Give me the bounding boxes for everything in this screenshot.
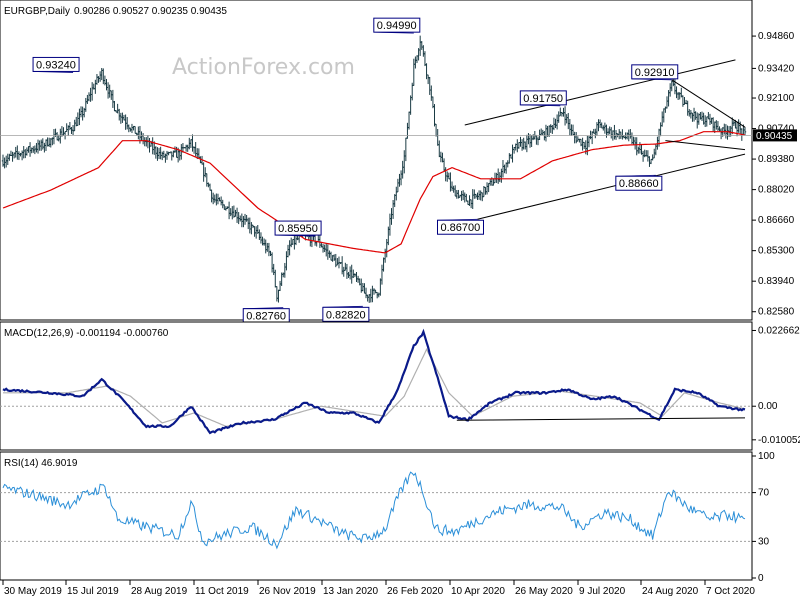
annotation-label: 0.82820 [326, 309, 366, 321]
rsi-panel: RSI(14) 46.9019 [0, 451, 753, 581]
annotation-label: 0.93240 [36, 59, 76, 71]
price-panel-title: EURGBP,Daily 0.90286 0.90527 0.90235 0.90… [4, 6, 227, 17]
price-annotation: 0.91750 [519, 90, 567, 107]
time-tick-label: 30 May 2019 [4, 586, 62, 597]
time-tick-label: 24 Aug 2020 [642, 586, 699, 597]
price-annotation: 0.86700 [436, 218, 484, 235]
rsi-title: RSI(14) 46.9019 [4, 458, 78, 469]
time-tick-label: 15 Jul 2019 [67, 586, 119, 597]
price-tick-label: 0.92100 [758, 93, 795, 104]
time-tick-label: 26 Feb 2020 [387, 586, 444, 597]
rsi-tick-label: 70 [758, 488, 770, 499]
macd-tick-label: 0.00 [758, 401, 778, 412]
time-tick-label: 26 May 2020 [515, 586, 573, 597]
annotation-label: 0.92910 [635, 67, 675, 79]
rsi-tick-label: 30 [758, 536, 770, 547]
price-annotation: 0.85950 [274, 220, 322, 237]
time-tick-label: 11 Oct 2019 [195, 586, 249, 597]
annotation-label: 0.88660 [619, 178, 659, 190]
macd-panel-frame [0, 321, 753, 451]
symbol-title: EURGBP,Daily [4, 6, 70, 17]
rsi-tick-label: 100 [758, 451, 775, 462]
price-tick-label: 0.88020 [758, 185, 795, 196]
price-tick-label: 0.93420 [758, 63, 795, 74]
macd-line [2, 328, 746, 435]
macd-tick-label: 0.022662 [758, 325, 800, 336]
moving-average-line [2, 131, 746, 254]
price-annotation: 0.82820 [322, 305, 370, 322]
annotation-label: 0.82760 [246, 311, 286, 323]
price-annotation: 0.92910 [631, 64, 679, 81]
time-tick-label: 10 Apr 2020 [451, 586, 505, 597]
price-tick-label: 0.86660 [758, 215, 795, 226]
time-tick-label: 7 Oct 2020 [706, 586, 755, 597]
macd-trend-line [456, 417, 746, 421]
rsi-line [2, 471, 746, 550]
annotation-label: 0.86700 [440, 222, 480, 234]
price-axis: 0.94860 0.93420 0.92100 0.90740 0.89380 0.880… [752, 31, 800, 584]
time-tick-label: 28 Aug 2019 [131, 586, 188, 597]
time-tick-label: 26 Nov 2019 [259, 586, 316, 597]
price-panel: ActionForex.com 0.93240 0.94990 0.85950 0.8… [0, 0, 753, 324]
price-annotation: 0.88660 [615, 174, 663, 191]
macd-tick-label: -0.010052 [758, 435, 800, 446]
trend-line [464, 59, 736, 126]
rsi-tick-label: 0 [758, 573, 764, 584]
annotation-label: 0.94990 [377, 20, 417, 32]
time-tick-label: 13 Jan 2020 [323, 586, 378, 597]
time-axis: 30 May 2019 15 Jul 2019 28 Aug 2019 11 Oct … [2, 580, 755, 597]
ohlc-values: 0.90286 0.90527 0.90235 0.90435 [74, 6, 227, 17]
annotation-label: 0.85950 [278, 223, 318, 235]
current-price-marker [753, 129, 797, 142]
rsi-panel-frame [0, 451, 753, 581]
watermark: ActionForex.com [172, 55, 355, 80]
trend-line [665, 140, 746, 151]
price-tick-label: 0.82580 [758, 307, 795, 318]
trend-line [477, 153, 746, 220]
price-annotation: 0.93240 [32, 56, 80, 73]
price-panel-frame [0, 0, 753, 321]
price-annotation: 0.82760 [242, 307, 290, 324]
price-tick-label: 0.85300 [758, 246, 795, 257]
price-annotation: 0.94990 [373, 17, 421, 34]
price-tick-label: 0.94860 [758, 31, 795, 42]
price-tick-label: 0.83940 [758, 276, 795, 287]
macd-panel: MACD(12,26,9) -0.001194 -0.000760 [0, 321, 753, 451]
annotation-label: 0.91750 [523, 93, 563, 105]
price-tick-label: 0.90740 [758, 124, 795, 135]
price-bar [743, 126, 747, 136]
time-tick-label: 9 Jul 2020 [579, 586, 626, 597]
trend-line [671, 79, 746, 128]
macd-title: MACD(12,26,9) -0.001194 -0.000760 [4, 328, 169, 339]
current-price-label: 0.90435 [756, 131, 793, 142]
price-tick-label: 0.89380 [758, 154, 795, 165]
